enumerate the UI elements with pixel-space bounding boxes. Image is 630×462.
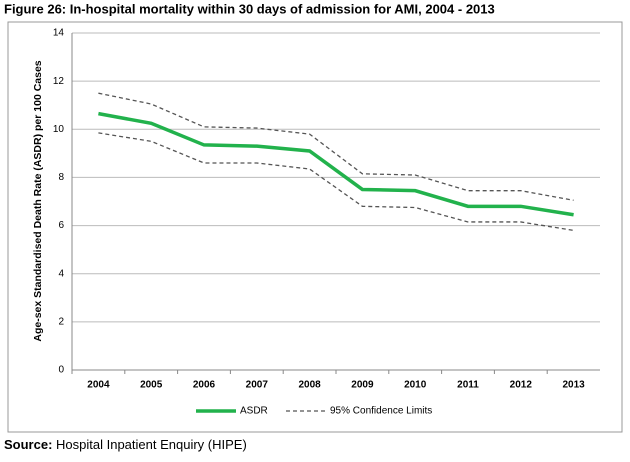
x-tick-label: 2006: [193, 380, 216, 391]
x-tick-label: 2013: [562, 380, 585, 391]
x-tick-label: 2007: [246, 380, 269, 391]
x-tick-label: 2005: [140, 380, 163, 391]
y-tick-label: 6: [58, 220, 64, 231]
y-tick-label: 8: [58, 172, 64, 183]
y-tick-label: 14: [53, 28, 65, 39]
y-tick-label: 12: [53, 76, 65, 87]
x-tick-label: 2008: [298, 380, 321, 391]
x-tick-label: 2011: [457, 380, 479, 391]
x-tick-label: 2010: [404, 380, 427, 391]
x-tick-label: 2004: [87, 380, 110, 391]
y-tick-label: 10: [53, 124, 65, 135]
y-axis-label: Age-sex Standardised Death Rate (ASDR) p…: [32, 60, 44, 341]
ci-upper-line: [98, 92, 574, 201]
legend-label: 95% Confidence Limits: [330, 406, 432, 417]
asdr-line: [98, 111, 574, 217]
chart-title: Figure 26: In-hospital mortality within …: [4, 1, 495, 16]
chart-frame: [7, 21, 623, 433]
y-tick-label: 4: [58, 268, 64, 279]
legend-label: ASDR: [240, 406, 268, 417]
source: Source: Hospital Inpatient Enquiry (HIPE…: [4, 437, 247, 452]
source-text: Hospital Inpatient Enquiry (HIPE): [56, 437, 247, 452]
x-tick-label: 2012: [510, 380, 533, 391]
y-tick-label: 0: [58, 365, 64, 376]
ci-lower-line: [98, 132, 574, 232]
source-label: Source:: [4, 437, 52, 452]
x-tick-label: 2009: [351, 380, 374, 391]
y-tick-label: 2: [58, 316, 64, 327]
